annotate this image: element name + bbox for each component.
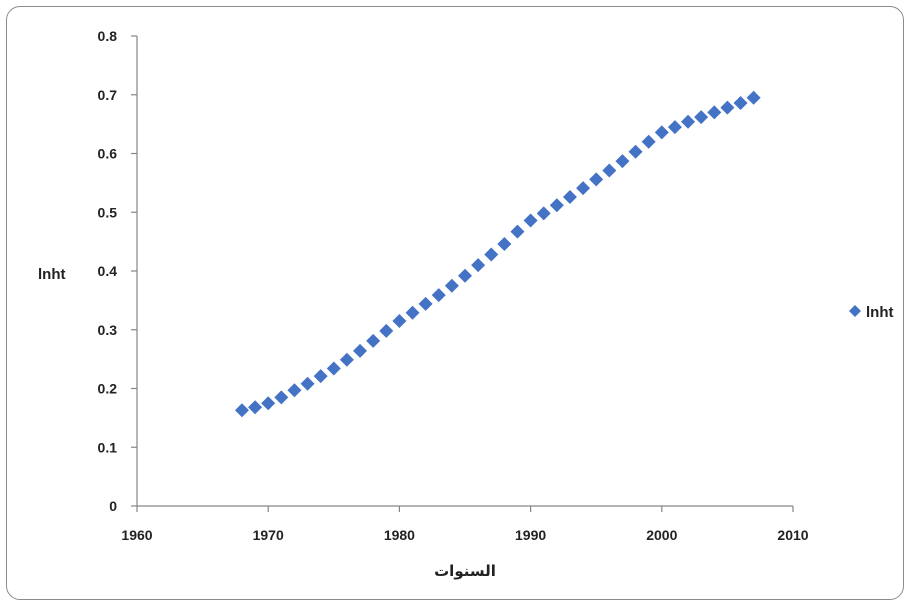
x-axis: 1960 1970 1980 1990 2000 2010 xyxy=(121,505,809,543)
data-point[interactable] xyxy=(366,333,381,348)
data-point[interactable] xyxy=(720,100,735,115)
y-tick-label: 0.8 xyxy=(98,28,118,44)
x-axis-title: السنوات xyxy=(434,563,496,580)
y-tick-label: 0.1 xyxy=(98,439,118,455)
y-tick-label: 0.3 xyxy=(98,322,118,338)
data-point[interactable] xyxy=(549,198,564,213)
data-point[interactable] xyxy=(667,120,682,135)
data-point[interactable] xyxy=(681,114,696,129)
data-point[interactable] xyxy=(287,383,302,398)
data-point[interactable] xyxy=(641,134,656,149)
data-point[interactable] xyxy=(602,163,617,178)
x-tick-label: 2000 xyxy=(646,527,677,543)
data-points xyxy=(234,90,761,418)
data-point[interactable] xyxy=(589,172,604,187)
data-point[interactable] xyxy=(405,305,420,320)
data-point[interactable] xyxy=(536,206,551,221)
data-point[interactable] xyxy=(484,247,499,262)
x-tick-label: 1980 xyxy=(384,527,415,543)
data-point[interactable] xyxy=(248,400,263,415)
data-point[interactable] xyxy=(431,288,446,303)
chart-frame xyxy=(6,6,904,600)
data-point[interactable] xyxy=(444,278,459,293)
data-point[interactable] xyxy=(458,268,472,283)
data-point[interactable] xyxy=(746,90,761,105)
data-point[interactable] xyxy=(707,105,722,120)
x-tick-label: 1990 xyxy=(515,527,546,543)
y-axis: 0 0.1 0.2 0.3 0.4 0.5 0.6 0.7 0.8 xyxy=(98,28,138,514)
legend-marker xyxy=(849,305,861,317)
y-axis-title: lnht xyxy=(38,266,66,283)
y-tick-label: 0.6 xyxy=(98,146,118,162)
x-tick-label: 1960 xyxy=(121,527,152,543)
data-point[interactable] xyxy=(379,323,394,338)
data-point[interactable] xyxy=(510,224,525,239)
data-point[interactable] xyxy=(326,361,341,376)
data-point[interactable] xyxy=(313,369,328,384)
data-point[interactable] xyxy=(339,352,354,367)
y-tick-label: 0.4 xyxy=(98,263,118,279)
x-tick-label: 1970 xyxy=(253,527,284,543)
data-point[interactable] xyxy=(654,125,669,140)
data-point[interactable] xyxy=(562,189,577,204)
data-point[interactable] xyxy=(392,313,407,328)
y-tick-label: 0 xyxy=(109,498,117,514)
data-point[interactable] xyxy=(694,110,709,125)
data-point[interactable] xyxy=(615,154,630,169)
y-tick-label: 0.7 xyxy=(98,87,118,103)
data-point[interactable] xyxy=(300,376,315,391)
data-point[interactable] xyxy=(234,403,249,418)
data-point[interactable] xyxy=(497,236,512,251)
data-point[interactable] xyxy=(733,95,748,110)
data-point[interactable] xyxy=(628,144,643,159)
data-point[interactable] xyxy=(274,390,289,405)
data-point[interactable] xyxy=(353,343,368,358)
data-point[interactable] xyxy=(576,181,591,196)
data-point[interactable] xyxy=(471,258,486,273)
data-point[interactable] xyxy=(261,396,276,411)
legend[interactable]: lnht xyxy=(849,304,894,321)
data-point[interactable] xyxy=(418,296,433,311)
data-point[interactable] xyxy=(523,213,538,228)
x-tick-label: 2010 xyxy=(777,527,808,543)
legend-label: lnht xyxy=(866,304,894,321)
y-tick-label: 0.5 xyxy=(98,204,118,220)
y-tick-label: 0.2 xyxy=(98,381,118,397)
